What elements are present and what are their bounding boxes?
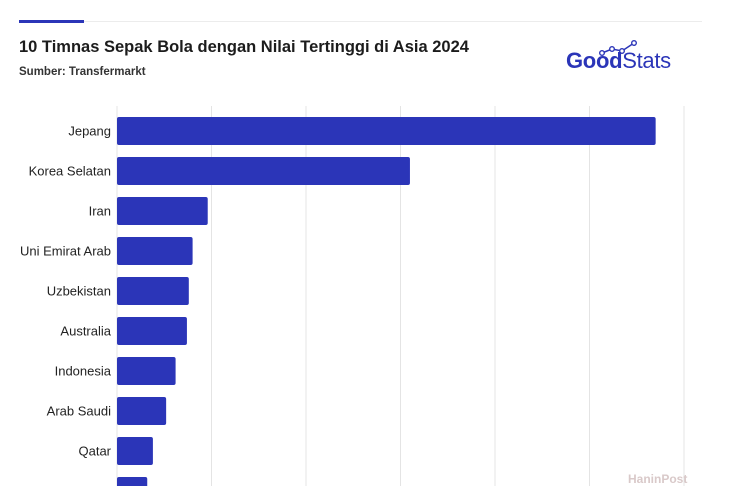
category-label: Iran [89,204,111,219]
logo-good: Good [566,48,623,73]
category-label: Indonesia [55,364,112,379]
category-label: Australia [60,324,111,339]
bar-korea-selatan [117,157,410,185]
bar-jepang [117,117,656,145]
bar-irak [117,477,148,486]
category-label: Uzbekistan [47,284,111,299]
bar-indonesia [117,357,176,385]
bar-iran [117,197,208,225]
bars [117,117,656,486]
bar-qatar [117,437,153,465]
header-accent-rule [19,20,84,23]
category-label: Arab Saudi [47,404,111,419]
header-divider [84,21,702,22]
chart-title: 10 Timnas Sepak Bola dengan Nilai Tertin… [19,38,469,56]
logo-wordmark: GoodStats [566,48,671,74]
bar-arab-saudi [117,397,167,425]
category-labels: Jepang Korea Selatan Iran Uni Emirat Arab Uz… [20,124,112,486]
category-label: Korea Selatan [29,164,111,179]
watermark: HaninPost [628,472,688,486]
goodstats-logo: GoodStats [566,40,686,78]
chart-source: Sumber: Transfermarkt [19,66,146,78]
category-label: Irak [89,484,111,486]
category-label: Qatar [78,444,111,459]
category-label: Jepang [68,124,111,139]
category-label: Uni Emirat Arab [20,244,111,259]
bar-uni-emirat-arab [117,237,193,265]
logo-graph-icon [599,40,638,56]
logo-stats: Stats [622,48,671,73]
bar-australia [117,317,187,345]
bar-uzbekistan [117,277,189,305]
